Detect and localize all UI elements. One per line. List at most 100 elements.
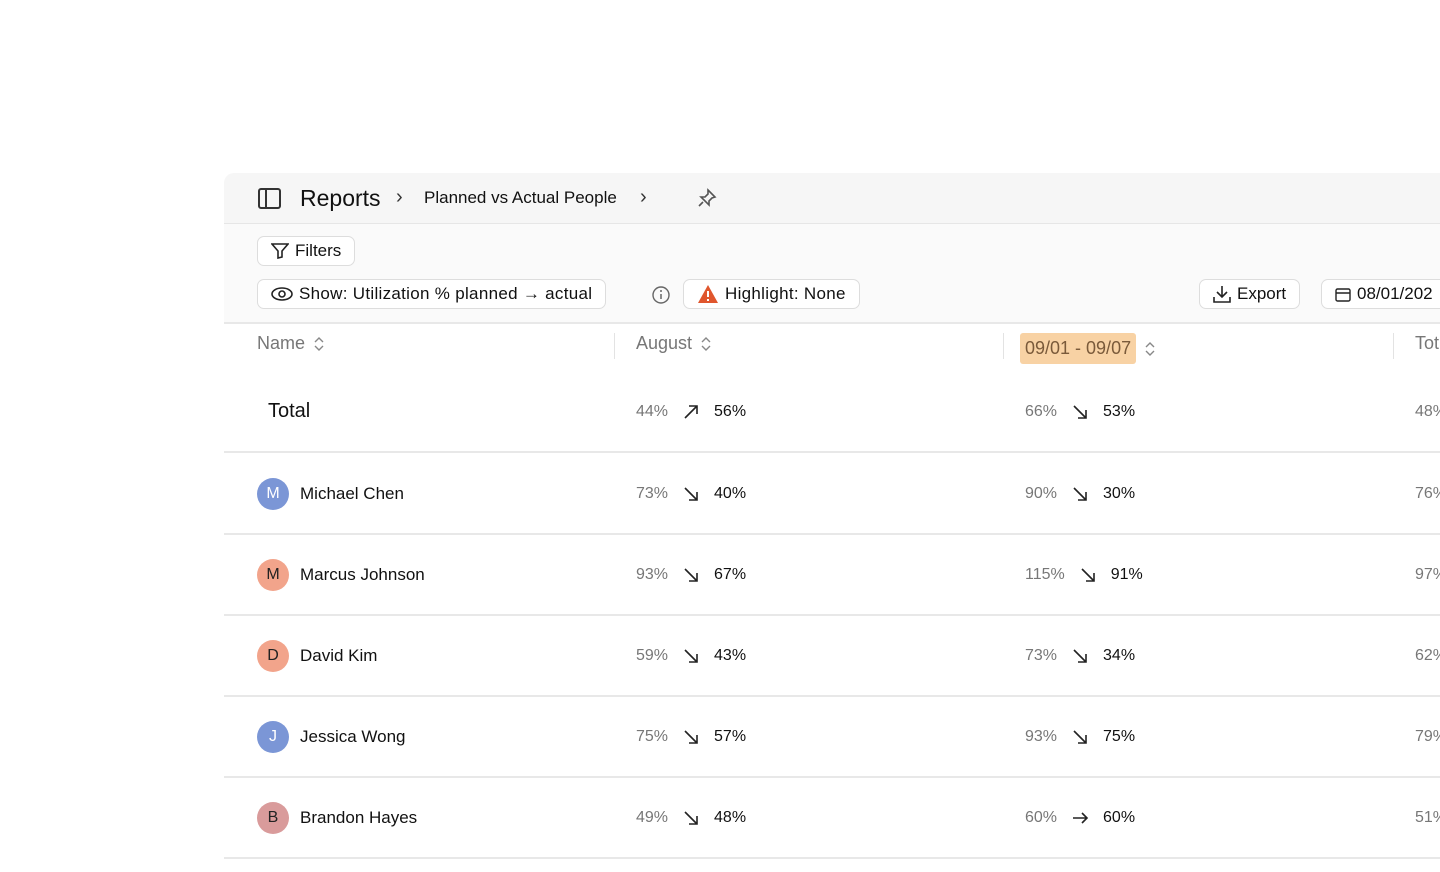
planned: 73% (1025, 647, 1058, 664)
utilization-cell: 115% 91% (1025, 565, 1143, 585)
avatar: M (257, 478, 289, 510)
total-label: Total (268, 400, 311, 422)
highlight-button[interactable]: Highlight: None (683, 279, 860, 309)
column-divider (1393, 333, 1394, 359)
actual: 56% (714, 403, 747, 420)
label: Show: Utilization % planned → actual (299, 284, 593, 303)
planned: 73% (636, 485, 669, 502)
trend-arrow (1081, 568, 1095, 582)
planned: 90% (1025, 485, 1058, 502)
actual: 57% (714, 728, 747, 745)
trend-arrow (684, 730, 698, 744)
total-cell: 51% (1415, 809, 1440, 826)
sidebar-icon[interactable] (258, 188, 282, 210)
filters-button[interactable]: Filters (257, 236, 356, 266)
date-button[interactable]: 08/01/202 (1321, 279, 1440, 309)
trend-arrow (1073, 812, 1089, 824)
chevron: › (640, 186, 647, 208)
header-label: 09/01 - 09/07 (1020, 333, 1137, 364)
label: Filters (295, 241, 342, 260)
export-button[interactable]: Export (1199, 279, 1301, 309)
actual: 60% (1103, 809, 1136, 826)
trend-arrow (1073, 487, 1087, 501)
label: Highlight: None (725, 284, 846, 303)
trend-arrow (1073, 730, 1087, 744)
header-label: August (636, 333, 693, 353)
person-name[interactable]: Jessica Wong (300, 727, 406, 746)
person-name[interactable]: Michael Chen (300, 484, 404, 503)
trend-arrow (684, 649, 698, 663)
header-label: Tot (1415, 333, 1440, 353)
trend-arrow (1073, 649, 1087, 663)
planned: 115% (1025, 566, 1065, 583)
planned: 93% (1025, 728, 1058, 745)
row-divider (224, 695, 1440, 697)
info-icon[interactable] (651, 285, 671, 305)
actual: 48% (714, 809, 747, 826)
planned: 66% (1025, 403, 1058, 420)
avatar: B (257, 802, 289, 834)
person-name[interactable]: Brandon Hayes (300, 808, 418, 827)
planned: 60% (1025, 809, 1058, 826)
planned: 59% (636, 647, 669, 664)
actual: 53% (1103, 403, 1136, 420)
row-divider (224, 614, 1440, 616)
planned: 75% (636, 728, 669, 745)
show-button[interactable]: Show: Utilization % planned → actual (257, 279, 607, 309)
header-label: Name (257, 333, 306, 353)
row-divider (224, 857, 1440, 859)
row-divider (224, 776, 1440, 778)
header-bar (224, 173, 1440, 224)
utilization-cell: 49% 48% (636, 808, 746, 828)
total-cell: 62% (1415, 647, 1440, 664)
utilization-cell: 44% 56% (636, 402, 746, 422)
utilization-cell: 66% 53% (1025, 402, 1135, 422)
planned: 44% (636, 403, 669, 420)
title[interactable]: Reports (300, 185, 381, 211)
divider (224, 322, 1440, 324)
total-cell: 76% (1415, 485, 1440, 502)
utilization-cell: 93% 75% (1025, 727, 1135, 747)
trend-arrow (684, 811, 698, 825)
total-cell: 79% (1415, 728, 1440, 745)
utilization-cell: 59% 43% (636, 646, 746, 666)
utilization-cell: 90% 30% (1025, 484, 1135, 504)
total-cell: 97% (1415, 566, 1440, 583)
utilization-cell: 60% 60% (1025, 808, 1135, 828)
person-name[interactable]: Marcus Johnson (300, 565, 425, 584)
trend-arrow (684, 487, 698, 501)
pin-icon[interactable] (697, 188, 717, 208)
planned: 93% (636, 566, 669, 583)
planned: 49% (636, 809, 669, 826)
column-divider (614, 333, 615, 359)
column-divider (1003, 333, 1004, 359)
column-header[interactable]: Name (257, 333, 325, 354)
utilization-cell: 73% 40% (636, 484, 746, 504)
row-divider (224, 533, 1440, 535)
label: 08/01/202 (1357, 284, 1433, 303)
avatar: M (257, 559, 289, 591)
total-cell: 48% (1415, 403, 1440, 420)
avatar: D (257, 640, 289, 672)
trend-arrow (684, 405, 698, 419)
actual: 75% (1103, 728, 1136, 745)
trend-arrow (1073, 405, 1087, 419)
utilization-cell: 75% 57% (636, 727, 746, 747)
actual: 30% (1103, 485, 1136, 502)
utilization-cell: 93% 67% (636, 565, 746, 585)
chevron: › (396, 186, 403, 208)
label: Export (1237, 284, 1287, 303)
avatar: J (257, 721, 289, 753)
actual: 34% (1103, 647, 1136, 664)
trend-arrow (684, 568, 698, 582)
actual: 43% (714, 647, 747, 664)
person-name[interactable]: David Kim (300, 646, 378, 665)
actual: 91% (1110, 566, 1143, 583)
breadcrumb[interactable]: Planned vs Actual People (424, 188, 617, 207)
column-header[interactable]: Tot (1415, 333, 1439, 354)
utilization-cell: 73% 34% (1025, 646, 1135, 666)
column-header[interactable]: 09/01 - 09/07 (1020, 333, 1156, 364)
column-header[interactable]: August (636, 333, 712, 354)
actual: 67% (714, 566, 747, 583)
